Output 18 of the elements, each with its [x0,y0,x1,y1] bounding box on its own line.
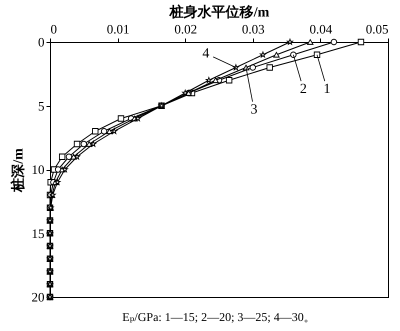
text: Eₚ/GPa: 1—15; 2—20; 3—25; 4—30。 [122,310,316,324]
annotation: 3 [250,102,258,118]
annotation: 4 [202,46,210,62]
y-tick-label: 15 [32,226,44,241]
x-tick-label: 0 [50,22,57,36]
x-tick-label: 0.01 [106,22,130,36]
y-tick-label: 5 [38,98,44,114]
annotation: 1 [324,82,331,97]
y-tick-label: 10 [32,162,44,177]
x-tick-label: 0.04 [310,22,333,36]
x-tick-label: 0.05 [366,22,388,36]
y-tick-label: 0 [38,34,44,50]
y-axis-title: 桩深/m [10,148,26,193]
y-tick-label: 20 [32,290,44,304]
x-axis-title: 桩身水平位移/m [168,4,270,20]
x-tick-label: 0.02 [174,22,198,36]
x-tick-label: 0.03 [242,22,265,36]
annotation: 2 [300,82,307,97]
